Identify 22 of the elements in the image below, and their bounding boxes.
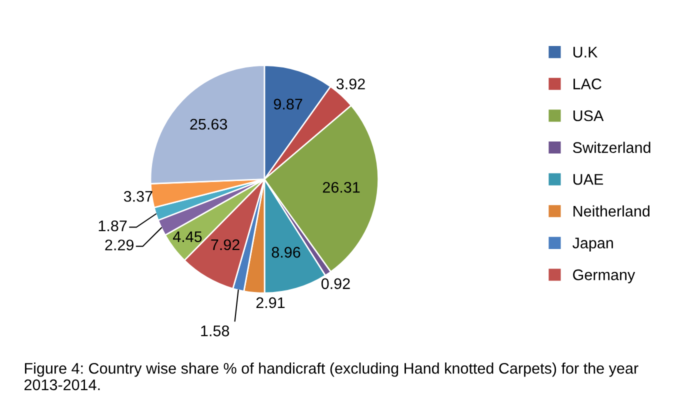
data-label: 1.87 (98, 220, 127, 232)
legend-label: Neitherland (574, 205, 650, 217)
data-label: 25.63 (190, 118, 228, 130)
legend-label: Germany (573, 269, 636, 284)
legend-label: USA (573, 110, 604, 122)
legend-label: Japan (572, 238, 613, 252)
data-label: 1.58 (201, 326, 230, 336)
data-label: 2.29 (105, 240, 134, 250)
data-label: 2.91 (256, 297, 285, 308)
data-label: 0.92 (321, 278, 350, 290)
data-label: 4.45 (172, 231, 202, 242)
data-label: 26.31 (322, 182, 360, 193)
legend-label: LAC (574, 78, 602, 90)
data-label: 3.37 (124, 190, 152, 202)
caption: Figure 4: Country wise share % of handicraft (excluding Hand knotted Carpets) for the year 2013-2014. (24, 362, 638, 390)
data-label: 8.96 (272, 246, 300, 258)
data-label: 9.87 (274, 98, 302, 110)
legend-label: UAE (573, 174, 604, 185)
data-label: 3.92 (336, 78, 365, 90)
legend-label: Switzerland (572, 142, 650, 153)
legend-label: U.K (573, 46, 598, 58)
data-label: 7.92 (211, 239, 240, 250)
